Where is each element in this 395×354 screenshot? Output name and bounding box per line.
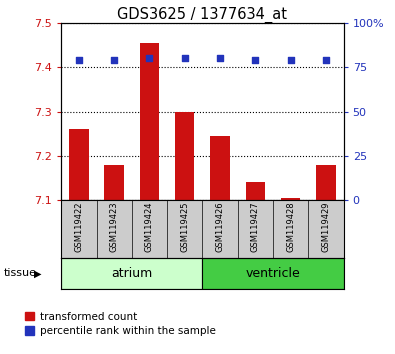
Text: atrium: atrium <box>111 267 152 280</box>
Bar <box>61 258 202 289</box>
Point <box>288 57 294 63</box>
Text: tissue: tissue <box>4 268 37 279</box>
Text: GSM119425: GSM119425 <box>180 202 189 252</box>
Text: GSM119427: GSM119427 <box>251 202 260 252</box>
Text: GSM119426: GSM119426 <box>216 202 225 252</box>
Point <box>323 57 329 63</box>
Bar <box>246 182 265 200</box>
Text: GSM119428: GSM119428 <box>286 202 295 252</box>
Text: ▶: ▶ <box>34 268 41 279</box>
Text: GSM119424: GSM119424 <box>145 202 154 252</box>
Point <box>217 56 223 61</box>
Bar <box>175 112 194 200</box>
Bar <box>104 165 124 200</box>
Point <box>252 57 259 63</box>
Text: GSM119429: GSM119429 <box>322 202 331 252</box>
Title: GDS3625 / 1377634_at: GDS3625 / 1377634_at <box>117 7 288 23</box>
Text: GSM119422: GSM119422 <box>74 202 83 252</box>
Text: GSM119423: GSM119423 <box>110 202 118 252</box>
Point <box>146 56 152 61</box>
Point <box>111 57 117 63</box>
Bar <box>281 198 301 200</box>
Point <box>182 56 188 61</box>
Bar <box>140 43 159 200</box>
Point <box>76 57 82 63</box>
Bar <box>202 258 344 289</box>
Bar <box>316 165 336 200</box>
Bar <box>211 136 230 200</box>
Text: ventricle: ventricle <box>246 267 301 280</box>
Bar <box>69 129 88 200</box>
Legend: transformed count, percentile rank within the sample: transformed count, percentile rank withi… <box>25 312 215 336</box>
